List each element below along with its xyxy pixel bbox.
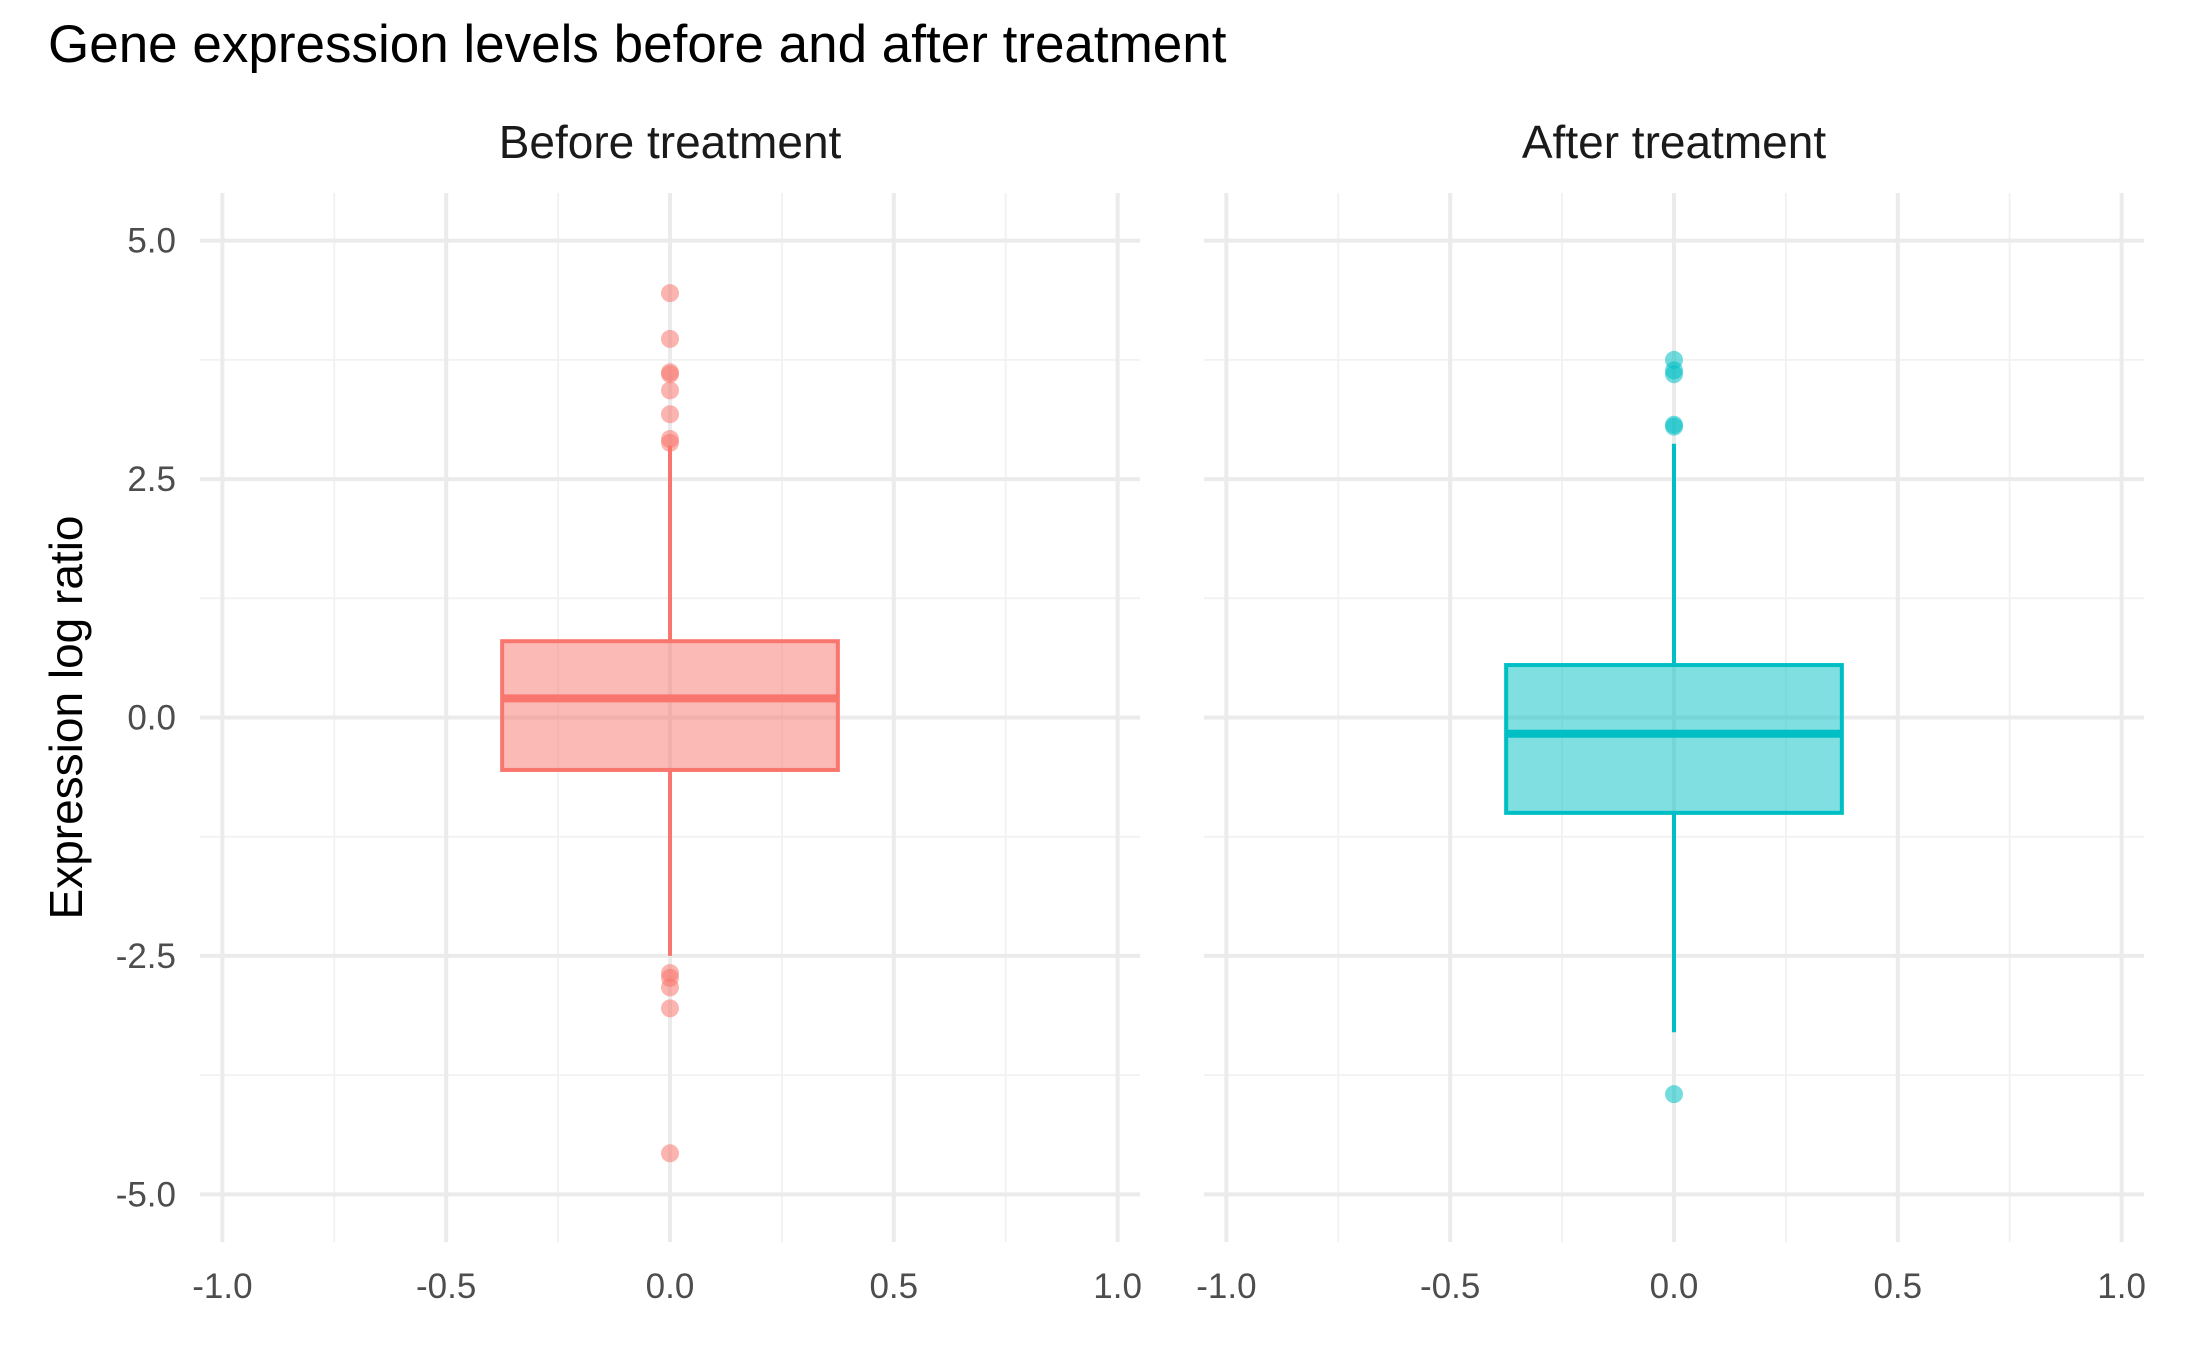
outlier-point [661,999,679,1018]
x-tick-label: 0.5 [869,1267,918,1306]
x-tick-label: 1.0 [1093,1267,1142,1306]
y-axis-label: Expression log ratio [40,516,92,920]
x-tick-label: 0.0 [1650,1267,1699,1306]
outlier-point [1665,1085,1683,1104]
x-tick-label: -1.0 [1196,1267,1256,1306]
x-tick-label: 0.0 [646,1267,695,1306]
panel-before-treatment: Before treatment -1.0 -0.5 0.0 0.5 1.0 [192,116,1142,1306]
outlier-point [661,433,679,452]
outlier-point [661,284,679,303]
panel-strip-title: After treatment [1522,116,1826,168]
panel-after-treatment: After treatment -1.0 -0.5 0.0 0.5 1.0 [1196,116,2146,1306]
y-axis-label-group: Expression log ratio 5.0 2.5 0.0 -2.5 -5.0 [40,222,176,1215]
outlier-point [661,1144,679,1163]
outlier-point [661,405,679,424]
y-tick-label: 0.0 [127,699,176,738]
chart-title: Gene expression levels before and after … [48,15,1227,74]
x-tick-label: -0.5 [416,1267,476,1306]
outlier-point [661,365,679,384]
y-tick-label: 5.0 [127,222,176,261]
y-tick-label: -2.5 [116,937,176,976]
box-iqr [1504,663,1844,815]
panel-strip-title: Before treatment [499,116,842,168]
x-tick-label: 1.0 [2097,1267,2146,1306]
outlier-point [661,381,679,400]
box-iqr [500,639,840,772]
outlier-point [1665,417,1683,436]
x-tick-label: -0.5 [1420,1267,1480,1306]
x-tick-label: 0.5 [1873,1267,1922,1306]
outlier-point [1665,365,1683,384]
outlier-point [661,978,679,997]
x-tick-label: -1.0 [192,1267,252,1306]
y-tick-label: 2.5 [127,460,176,499]
y-tick-label: -5.0 [116,1175,176,1214]
outlier-point [661,329,679,348]
